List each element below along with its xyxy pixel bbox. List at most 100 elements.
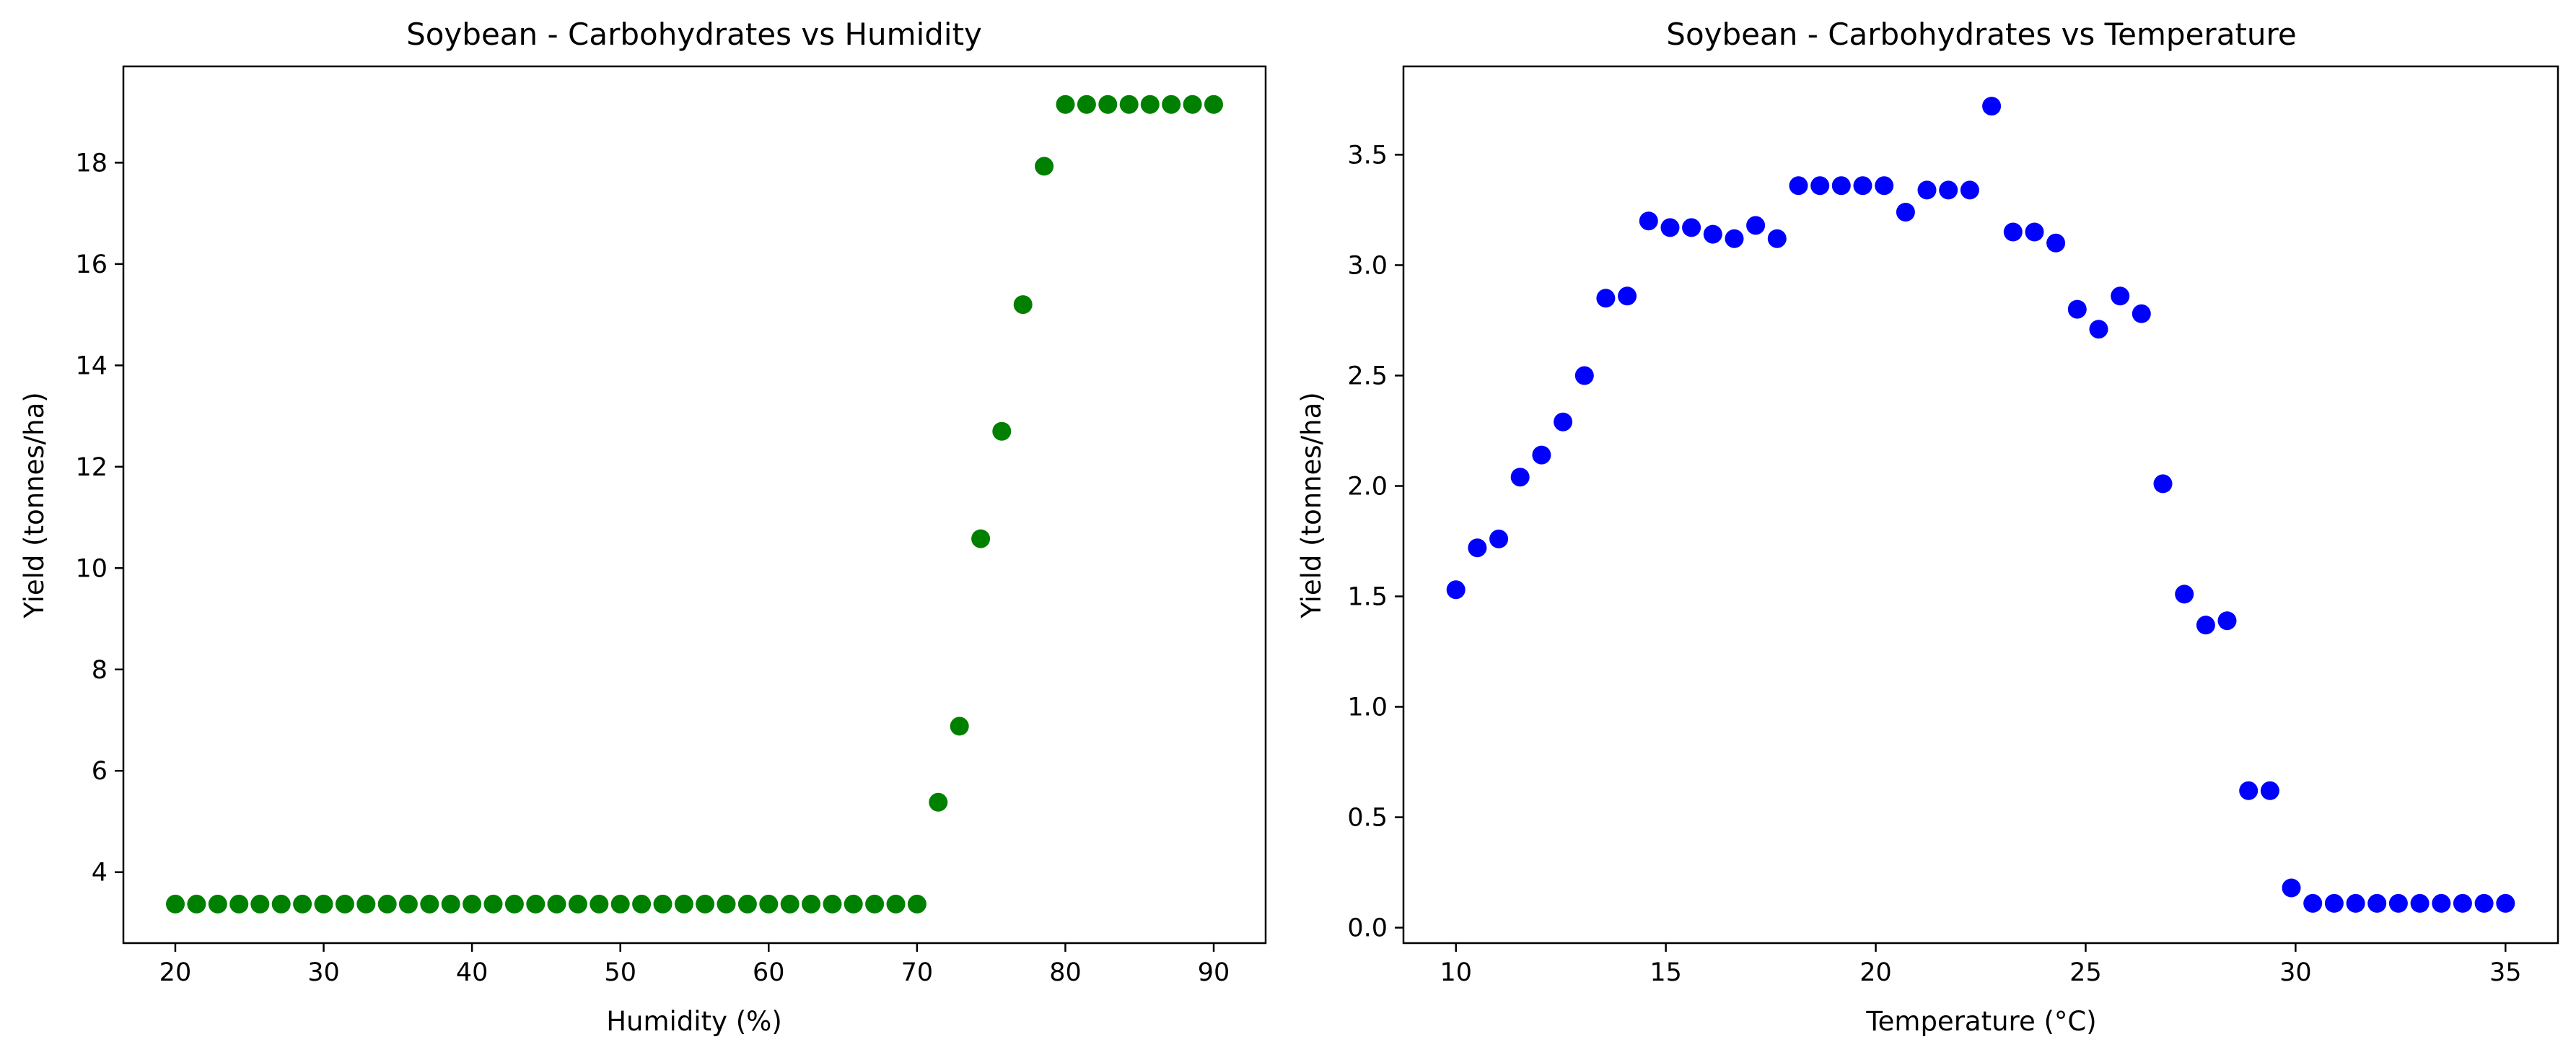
data-point [2111,286,2130,306]
y-tick-label: 8 [92,656,108,685]
data-point [2453,893,2472,913]
y-tick-label: 16 [75,250,108,279]
data-point [2217,611,2237,631]
data-point [2474,893,2494,913]
data-point [420,894,439,914]
y-ticks: 0.0 0.5 1.0 1.5 2.0 2.5 3.0 3.5 [1347,141,1403,943]
data-point [1960,180,1979,200]
y-tick-label: 3.5 [1347,141,1388,170]
x-tick-label: 35 [2489,958,2522,987]
data-point [1510,468,1530,487]
data-point [2003,222,2023,242]
data-point [907,894,926,914]
data-point [1703,224,1722,244]
data-point [2089,320,2108,339]
data-point [208,894,227,914]
data-point [653,894,673,914]
data-point [717,894,736,914]
data-point [526,894,546,914]
x-ticks: 10 15 20 25 30 35 [1440,943,2522,987]
data-point [1162,95,1181,114]
data-point [547,894,566,914]
data-point [1532,445,1551,465]
data-point [271,894,291,914]
data-point [398,894,418,914]
data-point [2132,304,2151,323]
data-point [674,894,693,914]
data-point [2496,893,2515,913]
data-point [2260,781,2279,800]
x-tick-label: 60 [753,958,785,987]
data-point [780,894,799,914]
x-tick-label: 20 [159,958,192,987]
data-point [504,894,524,914]
data-point [229,894,249,914]
x-tick-label: 25 [2069,958,2102,987]
data-point [1596,289,1616,308]
data-point [1204,95,1223,114]
y-ticks: 4 6 8 10 12 14 16 18 [75,149,123,888]
data-point [2346,893,2365,913]
y-tick-label: 10 [75,554,108,583]
x-tick-label: 30 [2279,958,2312,987]
x-tick-label: 80 [1049,958,1082,987]
data-point [759,894,779,914]
data-point [293,894,312,914]
data-point [1875,176,1894,196]
data-point [2046,233,2066,253]
data-point [971,529,991,548]
x-axis-label: Temperature (°C) [1865,1006,2096,1037]
plot-area [1446,97,2515,913]
data-point [2303,893,2323,913]
data-point [463,894,482,914]
x-tick-label: 30 [307,958,340,987]
data-point [568,894,587,914]
data-point [1831,176,1851,196]
data-point [1746,216,1766,235]
data-point [1446,580,1466,600]
data-point [1917,180,1937,200]
x-tick-label: 90 [1198,958,1230,987]
data-point [2175,584,2194,604]
y-tick-label: 12 [75,453,108,482]
data-point [865,894,885,914]
data-point [2432,893,2451,913]
data-point [802,894,821,914]
chart-title: Soybean - Carbohydrates vs Humidity [406,17,982,52]
data-point [1660,218,1680,237]
data-point [1489,529,1509,548]
data-point [166,894,185,914]
y-axis-label: Yield (tonnes/ha) [1296,392,1327,618]
data-point [2153,474,2173,494]
data-point [483,894,503,914]
y-tick-label: 2.0 [1347,472,1388,501]
data-point [1789,176,1808,196]
y-tick-label: 0.0 [1347,914,1388,943]
data-point [2196,616,2215,635]
data-point [250,894,270,914]
x-tick-label: 20 [1859,958,1892,987]
plot-frame [1402,65,2559,945]
y-tick-label: 14 [75,351,108,380]
y-tick-label: 4 [92,859,108,888]
data-point [823,894,842,914]
data-point [610,894,630,914]
plot-area [166,95,1223,914]
data-point [992,421,1012,441]
data-point [2239,781,2259,800]
data-point [2410,893,2430,913]
y-tick-label: 6 [92,757,108,786]
data-point [1183,95,1202,114]
temperature-chart: Soybean - Carbohydrates vs Temperature 1… [1296,17,2559,1037]
x-ticks: 20 30 40 50 60 70 80 90 [159,943,1230,987]
data-point [1939,180,1958,200]
data-point [590,894,609,914]
x-tick-label: 50 [604,958,636,987]
data-point [1098,95,1118,114]
data-point [1982,97,2002,116]
data-point [1810,176,1830,196]
data-point [2324,893,2344,913]
x-axis-label: Humidity (%) [606,1006,782,1037]
data-point [1853,176,1872,196]
